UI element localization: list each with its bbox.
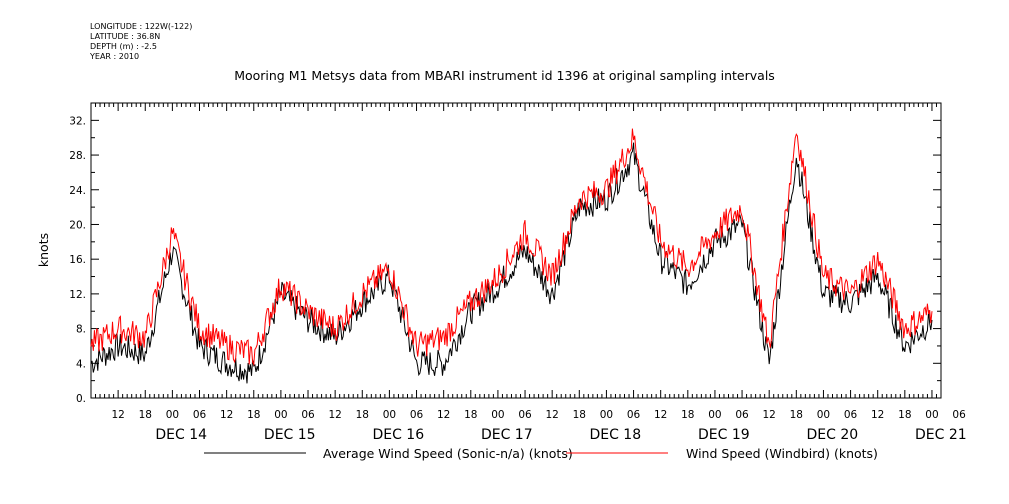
x-hour-label: 12	[654, 409, 667, 421]
x-day-label: DEC 21	[915, 427, 967, 443]
legend-label-sonic: Average Wind Speed (Sonic-n/a) (knots)	[323, 446, 573, 461]
x-hour-label: 12	[871, 409, 884, 421]
x-hour-label: 12	[545, 409, 558, 421]
y-axis-label: knots	[36, 233, 51, 267]
x-day-label: DEC 19	[698, 427, 750, 443]
legend: Average Wind Speed (Sonic-n/a) (knots) W…	[204, 446, 878, 461]
x-day-label: DEC 18	[589, 427, 641, 443]
year-label: YEAR : 2010	[90, 52, 140, 61]
longitude-label: LONGITUDE : 122W(-122)	[90, 22, 193, 31]
x-hour-label: 00	[817, 409, 830, 421]
x-hour-label: 00	[166, 409, 179, 421]
x-day-label: DEC 15	[264, 427, 316, 443]
x-hour-label: 06	[193, 409, 207, 421]
series-layer	[90, 128, 933, 384]
x-hour-label: 18	[898, 409, 911, 421]
x-hour-label: 12	[220, 409, 233, 421]
series-line-1	[90, 128, 933, 367]
x-day-label: DEC 14	[155, 427, 207, 443]
x-hour-label: 18	[573, 409, 586, 421]
axes: 0. 4. 8. 12. 16. 20. 24. 28. 32. 12 18 00 06 12 18 00 06…	[69, 102, 967, 443]
x-hour-label: 06	[627, 409, 641, 421]
x-day-label: DEC 20	[806, 427, 858, 443]
x-hour-label: 06	[301, 409, 315, 421]
x-day-label: DEC 17	[481, 427, 533, 443]
metadata-block: LONGITUDE : 122W(-122) LATITUDE : 36.8N …	[90, 22, 192, 62]
x-hour-label: 18	[139, 409, 152, 421]
x-hour-label: 00	[925, 409, 938, 421]
x-hour-label: 06	[735, 409, 749, 421]
y-tick-label: 0.	[76, 393, 86, 405]
x-day-label: DEC 16	[372, 427, 424, 443]
y-tick-label: 20.	[69, 219, 86, 231]
x-hour-label: 00	[491, 409, 504, 421]
y-tick-label: 24.	[69, 185, 86, 197]
x-hour-label: 18	[681, 409, 694, 421]
latitude-label: LATITUDE : 36.8N	[90, 32, 161, 41]
x-hour-label: 12	[437, 409, 450, 421]
x-hour-label: 00	[708, 409, 721, 421]
x-hour-label: 06	[410, 409, 424, 421]
x-hour-label: 06	[844, 409, 858, 421]
x-hour-label: 12	[111, 409, 124, 421]
x-hour-label: 12	[763, 409, 776, 421]
x-hour-label: 18	[247, 409, 260, 421]
y-tick-label: 4.	[76, 358, 86, 370]
x-hour-label: 00	[600, 409, 613, 421]
chart-title: Mooring M1 Metsys data from MBARI instru…	[234, 68, 775, 83]
x-hour-label: 18	[790, 409, 803, 421]
series-line-0	[90, 142, 933, 384]
x-hour-label: 00	[383, 409, 396, 421]
y-tick-label: 16.	[69, 254, 86, 266]
y-tick-label: 28.	[69, 150, 86, 162]
x-hour-label: 00	[274, 409, 287, 421]
x-hour-label: 18	[356, 409, 369, 421]
y-tick-label: 8.	[76, 324, 86, 336]
x-hour-label: 06	[952, 409, 966, 421]
x-hour-label: 12	[328, 409, 341, 421]
x-hour-label: 18	[464, 409, 477, 421]
y-tick-label: 12.	[69, 289, 86, 301]
x-hour-label: 06	[518, 409, 532, 421]
legend-label-windbird: Wind Speed (Windbird) (knots)	[686, 446, 878, 461]
y-tick-label: 32.	[69, 115, 86, 127]
depth-label: DEPTH (m) : -2.5	[90, 42, 157, 51]
